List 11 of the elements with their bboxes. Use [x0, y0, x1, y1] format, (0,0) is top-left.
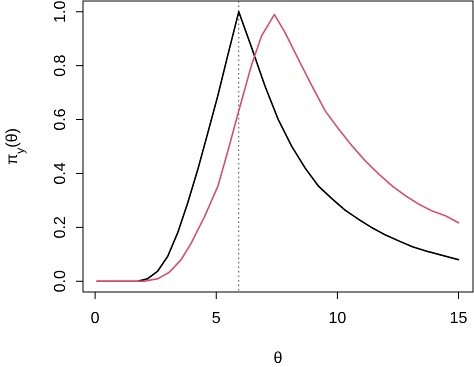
y-tick-label: 0.0 [52, 270, 69, 292]
y-tick-label: 0.2 [52, 216, 69, 238]
y-tick-label: 1.0 [52, 0, 69, 23]
y-tick-label: 0.4 [52, 162, 69, 185]
y-tick-label: 0.6 [52, 108, 69, 131]
y-tick-label: 0.8 [52, 54, 69, 77]
x-tick-label: 5 [212, 310, 221, 327]
x-tick-label: 0 [90, 310, 100, 327]
x-tick-label: 15 [450, 310, 468, 327]
x-tick-label: 10 [328, 310, 346, 327]
x-axis-title: θ [274, 350, 283, 367]
